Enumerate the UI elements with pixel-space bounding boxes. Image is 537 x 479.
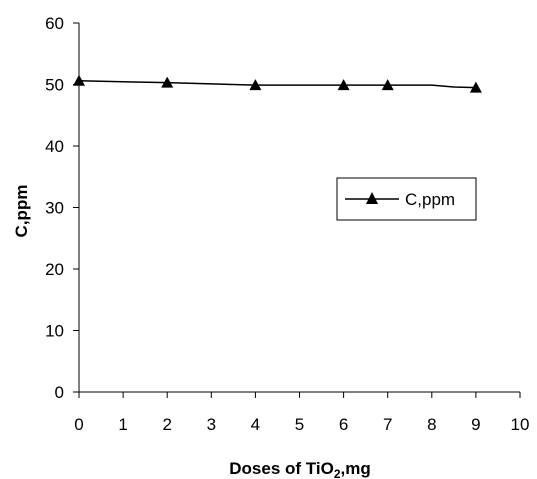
x-tick-label: 8	[427, 415, 436, 434]
x-tick-label: 0	[74, 415, 83, 434]
data-point-marker	[469, 81, 482, 93]
x-tick-label: 6	[339, 415, 348, 434]
x-axis-title-suffix: ,mg	[341, 459, 371, 478]
x-tick-label: 3	[207, 415, 216, 434]
data-point-marker	[381, 79, 394, 91]
x-tick-label: 9	[471, 415, 480, 434]
x-axis-title-subscript: 2	[334, 467, 341, 479]
y-tick-label: 60	[45, 14, 64, 33]
y-tick-label: 40	[45, 137, 64, 156]
data-point-marker	[73, 74, 85, 86]
y-tick-label: 20	[45, 260, 64, 279]
x-tick-label: 5	[295, 415, 304, 434]
y-tick-label: 50	[45, 76, 64, 95]
x-tick-label: 2	[162, 415, 171, 434]
x-axis-title-main: Doses of TiO	[229, 459, 334, 478]
x-tick-label: 10	[511, 415, 530, 434]
x-tick-label: 4	[251, 415, 260, 434]
series-layer	[73, 74, 482, 93]
x-tick-label: 7	[383, 415, 392, 434]
legend-marker	[366, 192, 378, 204]
y-tick-label: 30	[45, 199, 64, 218]
y-tick-label: 0	[55, 383, 64, 402]
series-line	[78, 80, 476, 89]
y-axis-title: C,ppm	[12, 185, 31, 238]
legend-label: C,ppm	[405, 190, 455, 209]
legend: C,ppm	[336, 177, 477, 221]
x-axis-title: Doses of TiO2,mg	[229, 459, 370, 479]
data-point-marker	[161, 76, 174, 88]
data-point-marker	[249, 79, 262, 91]
chart-ticks: 0 10 20 30 40 50 60 0 1 2 3 4 5 6 7 8 9 10	[45, 14, 529, 434]
x-tick-label: 1	[118, 415, 127, 434]
y-tick-label: 10	[45, 322, 64, 341]
data-point-marker	[337, 79, 350, 91]
